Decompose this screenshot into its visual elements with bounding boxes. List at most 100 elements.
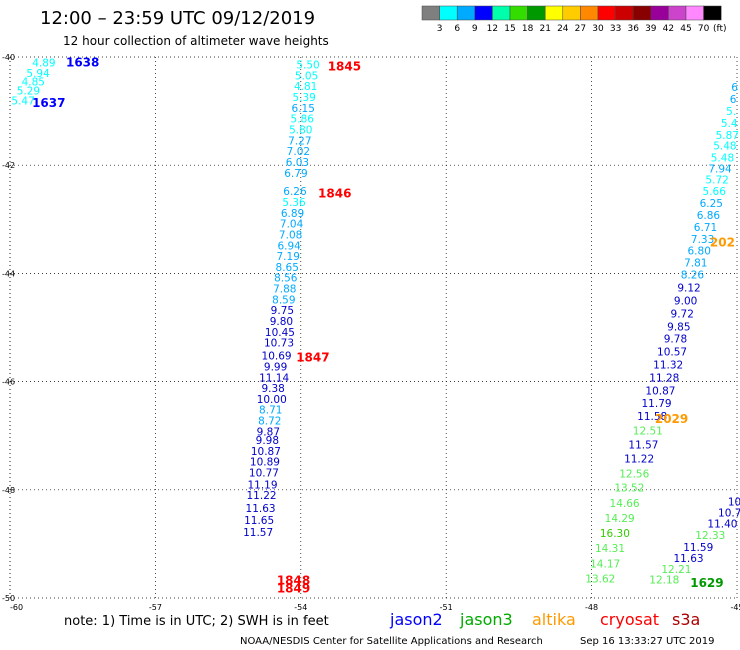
wave-height-value: 4.81 [294,81,317,93]
wave-height-value: 4.85 [22,76,45,88]
y-tick-label: -46 [2,378,15,387]
y-tick-label: -42 [2,161,15,170]
wave-height-value: 6.79 [284,168,307,180]
satellite-legend-jason3: jason3 [459,610,513,629]
wave-height-value: 9.38 [261,383,284,395]
wave-height-value: 5.48 [713,141,736,153]
wave-height-value: 8.59 [272,294,295,306]
colorbar-label: 27 [575,24,586,34]
colorbar-unit: (ft) [713,24,727,34]
wave-height-value: 10.87 [251,446,281,458]
wave-height-value: 16.30 [600,528,630,540]
wave-height-value: 12.18 [649,575,679,587]
wave-height-value: 10.57 [657,346,687,358]
wave-height-value: 5.05 [295,70,318,82]
wave-height-value: 6.71 [694,222,717,234]
colorbar-label: 36 [627,24,639,34]
pass-time-label: 1847 [296,350,329,364]
colorbar-label: 15 [504,24,515,34]
wave-height-value: 5.80 [289,124,312,136]
wave-height-value: 10.77 [249,467,279,479]
wave-height-value: 8.56 [274,273,298,285]
wave-height-value: 9.00 [674,295,697,307]
wave-height-value: 12.51 [633,425,663,437]
wave-height-value: 6 [731,82,738,94]
wave-height-value: 11.65 [244,515,274,527]
colorbar-label: 33 [610,24,621,34]
x-tick-label: -57 [149,603,162,612]
wave-height-value: 6.94 [277,240,301,252]
satellite-legend-cryosat: cryosat [600,610,659,629]
wave-height-value: 5.36 [282,197,306,209]
colorbar-label: 30 [592,24,604,34]
pass-time-label: 1638 [66,55,99,69]
chart-subtitle: 12 hour collection of altimeter wave hei… [63,34,329,48]
wave-height-value: 5.47 [11,95,34,107]
colorbar-swatch [703,5,722,21]
colorbar-label: 45 [680,24,691,34]
wave-height-value: 10.00 [257,394,287,406]
wave-height-value: 11.57 [243,527,273,539]
wave-height-value: 11.59 [683,542,713,554]
wave-height-value: 9.72 [671,308,694,320]
footnote: note: 1) Time is in UTC; 2) SWH is in fe… [64,614,329,629]
wave-height-value: 5.87 [716,130,739,142]
wave-height-value: 8.71 [259,405,282,417]
wave-height-value: 14.17 [590,558,620,570]
colorbar-legend: 3 6 9 12 15 18 21 24 27 30 33 36 39 42 45 70 [421,5,722,34]
wave-height-value: 7.81 [684,258,707,270]
wave-height-value: 5.29 [17,86,40,98]
colorbar-label: 21 [539,24,550,34]
x-tick-label: -45 [730,603,740,612]
wave-height-value: 7.27 [288,135,311,147]
pass-time-label: 1846 [318,186,351,200]
wave-height-value: 5.94 [26,68,50,80]
x-tick-label: -54 [294,603,307,612]
wave-height-value: 9.98 [256,435,279,447]
colorbar-swatch [615,5,634,21]
wave-height-value: 7.94 [708,163,732,175]
wave-height-value: 11.19 [247,479,277,491]
wave-height-value: 10.89 [250,457,280,469]
colorbar-swatch [474,5,493,21]
colorbar-label: 24 [557,24,569,34]
wave-height-value: 11.63 [674,553,704,565]
wave-height-value: 5.86 [291,114,315,126]
wave-height-value: 9.12 [677,282,700,294]
wave-height-value: 14.29 [605,513,635,525]
wave-height-value: 10.69 [262,351,292,363]
pass-time-label: 1637 [32,96,65,110]
colorbar-label: 6 [454,24,460,34]
colorbar-swatch [439,5,458,21]
colorbar-swatch [421,5,440,21]
wave-height-value: 4.89 [32,57,55,69]
wave-height-value: 11.57 [628,439,658,451]
chart-title: 12:00 – 23:59 UTC 09/12/2019 [40,8,315,29]
wave-height-value: 13.52 [614,483,644,495]
wave-height-value: 6.15 [292,103,315,115]
wave-height-value: 6.80 [688,246,711,258]
wave-height-value: 5.72 [705,174,728,186]
axis-ticks: -60 -57 -54 -51 -48 -45 -40 -42 -44 -46 -48 -50 [2,53,740,612]
wave-height-value: 9.80 [270,316,293,328]
colorbar-swatch [544,5,564,21]
wave-height-value: 9.78 [664,333,687,345]
colorbar-swatch [668,5,687,21]
x-tick-label: -51 [440,603,453,612]
colorbar-swatch [597,5,616,21]
colorbar-swatch [562,5,581,21]
wave-height-value: 5.4 [721,118,738,130]
generated-timestamp: Sep 16 13:33:27 UTC 2019 [580,636,714,647]
wave-height-value: 6.89 [281,208,304,220]
colorbar-label: 42 [663,24,674,34]
colorbar-label: 39 [645,24,657,34]
wave-height-value: 12.21 [661,564,691,576]
wave-height-value: 5.66 [703,186,727,198]
wave-height-value: 12.33 [695,530,725,542]
colorbar-swatch [650,5,669,21]
wave-height-value: 11.63 [246,503,276,515]
wave-height-value: 5.48 [711,153,734,165]
colorbar-swatch [580,5,599,21]
